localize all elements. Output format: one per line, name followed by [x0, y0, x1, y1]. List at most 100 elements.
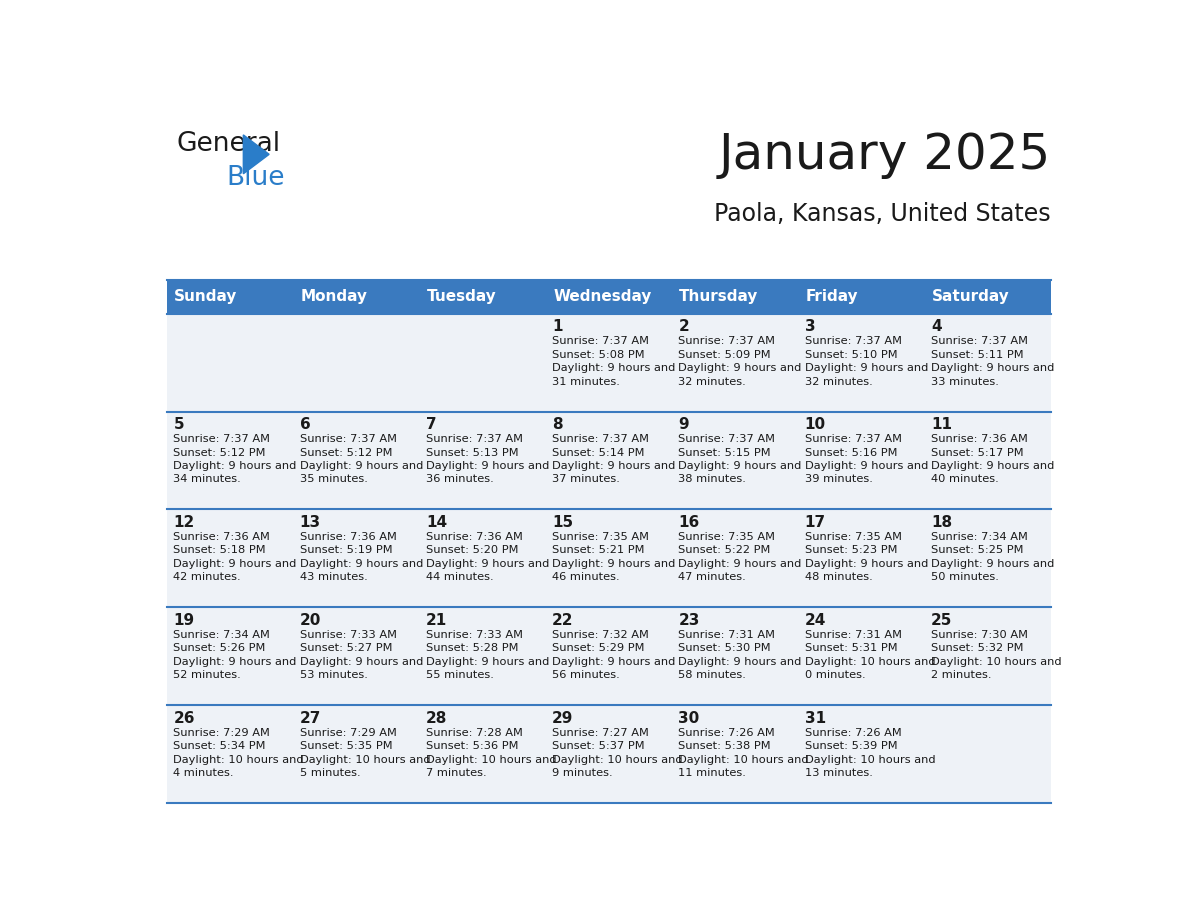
FancyBboxPatch shape: [672, 607, 798, 705]
FancyBboxPatch shape: [293, 705, 419, 803]
Text: Daylight: 10 hours and: Daylight: 10 hours and: [425, 755, 556, 765]
Text: 20: 20: [299, 613, 321, 628]
Text: 4 minutes.: 4 minutes.: [173, 768, 234, 778]
Text: Daylight: 9 hours and: Daylight: 9 hours and: [678, 656, 802, 666]
Text: 11 minutes.: 11 minutes.: [678, 768, 746, 778]
Text: Sunset: 5:14 PM: Sunset: 5:14 PM: [552, 448, 645, 457]
Text: 32 minutes.: 32 minutes.: [678, 376, 746, 386]
Text: Daylight: 9 hours and: Daylight: 9 hours and: [425, 656, 549, 666]
FancyBboxPatch shape: [672, 705, 798, 803]
Text: 47 minutes.: 47 minutes.: [678, 572, 746, 582]
FancyBboxPatch shape: [166, 411, 293, 509]
Text: Sunset: 5:29 PM: Sunset: 5:29 PM: [552, 644, 645, 654]
Text: Blue: Blue: [227, 165, 285, 191]
Text: 48 minutes.: 48 minutes.: [804, 572, 872, 582]
FancyBboxPatch shape: [545, 314, 672, 411]
Text: Sunset: 5:30 PM: Sunset: 5:30 PM: [678, 644, 771, 654]
Text: 3: 3: [804, 319, 815, 334]
Text: Sunrise: 7:36 AM: Sunrise: 7:36 AM: [173, 532, 270, 542]
Text: Sunrise: 7:26 AM: Sunrise: 7:26 AM: [804, 728, 902, 738]
FancyBboxPatch shape: [924, 705, 1051, 803]
FancyBboxPatch shape: [672, 411, 798, 509]
Text: Sunset: 5:16 PM: Sunset: 5:16 PM: [804, 448, 897, 457]
Text: 53 minutes.: 53 minutes.: [299, 670, 367, 680]
Text: 18: 18: [931, 515, 952, 530]
Text: Sunrise: 7:35 AM: Sunrise: 7:35 AM: [678, 532, 776, 542]
Text: Sunrise: 7:28 AM: Sunrise: 7:28 AM: [425, 728, 523, 738]
Text: 34 minutes.: 34 minutes.: [173, 475, 241, 485]
Text: Daylight: 10 hours and: Daylight: 10 hours and: [299, 755, 430, 765]
Text: Daylight: 9 hours and: Daylight: 9 hours and: [804, 461, 928, 471]
Text: 30: 30: [678, 711, 700, 726]
Text: Sunrise: 7:29 AM: Sunrise: 7:29 AM: [299, 728, 397, 738]
Text: Daylight: 9 hours and: Daylight: 9 hours and: [173, 559, 297, 569]
Text: Daylight: 9 hours and: Daylight: 9 hours and: [804, 559, 928, 569]
Text: Daylight: 9 hours and: Daylight: 9 hours and: [552, 656, 676, 666]
FancyBboxPatch shape: [293, 314, 419, 411]
Text: Daylight: 9 hours and: Daylight: 9 hours and: [425, 461, 549, 471]
FancyBboxPatch shape: [924, 607, 1051, 705]
Text: Sunrise: 7:34 AM: Sunrise: 7:34 AM: [173, 630, 270, 640]
Text: 44 minutes.: 44 minutes.: [425, 572, 493, 582]
Text: Daylight: 9 hours and: Daylight: 9 hours and: [931, 461, 1054, 471]
Text: Daylight: 9 hours and: Daylight: 9 hours and: [931, 364, 1054, 374]
Text: 16: 16: [678, 515, 700, 530]
Text: Daylight: 9 hours and: Daylight: 9 hours and: [552, 461, 676, 471]
Text: Tuesday: Tuesday: [426, 289, 497, 304]
Text: Sunset: 5:17 PM: Sunset: 5:17 PM: [931, 448, 1024, 457]
Text: Sunrise: 7:37 AM: Sunrise: 7:37 AM: [552, 336, 649, 346]
FancyBboxPatch shape: [419, 411, 545, 509]
Text: Daylight: 9 hours and: Daylight: 9 hours and: [678, 559, 802, 569]
Text: 4: 4: [931, 319, 942, 334]
Text: 2: 2: [678, 319, 689, 334]
Text: 9 minutes.: 9 minutes.: [552, 768, 613, 778]
Text: Sunrise: 7:36 AM: Sunrise: 7:36 AM: [931, 434, 1028, 444]
Text: 14: 14: [425, 515, 447, 530]
Text: Sunrise: 7:37 AM: Sunrise: 7:37 AM: [804, 434, 902, 444]
FancyBboxPatch shape: [419, 314, 545, 411]
Text: Sunrise: 7:37 AM: Sunrise: 7:37 AM: [804, 336, 902, 346]
Text: Sunset: 5:08 PM: Sunset: 5:08 PM: [552, 350, 645, 360]
FancyBboxPatch shape: [293, 280, 419, 314]
Text: Sunrise: 7:37 AM: Sunrise: 7:37 AM: [678, 336, 776, 346]
FancyBboxPatch shape: [166, 607, 293, 705]
FancyBboxPatch shape: [166, 705, 293, 803]
Text: Sunrise: 7:37 AM: Sunrise: 7:37 AM: [425, 434, 523, 444]
Text: Sunset: 5:38 PM: Sunset: 5:38 PM: [678, 741, 771, 751]
Text: Sunrise: 7:37 AM: Sunrise: 7:37 AM: [173, 434, 271, 444]
Text: 8: 8: [552, 417, 563, 432]
Text: Daylight: 10 hours and: Daylight: 10 hours and: [804, 755, 935, 765]
Text: Sunrise: 7:33 AM: Sunrise: 7:33 AM: [425, 630, 523, 640]
Text: 33 minutes.: 33 minutes.: [931, 376, 999, 386]
Text: 5 minutes.: 5 minutes.: [299, 768, 360, 778]
FancyBboxPatch shape: [798, 314, 924, 411]
Text: Sunset: 5:12 PM: Sunset: 5:12 PM: [299, 448, 392, 457]
Text: 17: 17: [804, 515, 826, 530]
Text: 38 minutes.: 38 minutes.: [678, 475, 746, 485]
Text: 5: 5: [173, 417, 184, 432]
Text: Paola, Kansas, United States: Paola, Kansas, United States: [714, 202, 1051, 226]
Text: 7: 7: [425, 417, 436, 432]
FancyBboxPatch shape: [419, 509, 545, 607]
Text: Daylight: 9 hours and: Daylight: 9 hours and: [804, 364, 928, 374]
Text: General: General: [176, 131, 280, 157]
FancyBboxPatch shape: [545, 411, 672, 509]
FancyBboxPatch shape: [293, 411, 419, 509]
Text: 9: 9: [678, 417, 689, 432]
Text: Sunrise: 7:30 AM: Sunrise: 7:30 AM: [931, 630, 1028, 640]
Text: Sunset: 5:12 PM: Sunset: 5:12 PM: [173, 448, 266, 457]
FancyBboxPatch shape: [924, 411, 1051, 509]
Text: Sunrise: 7:37 AM: Sunrise: 7:37 AM: [552, 434, 649, 444]
Text: Sunset: 5:31 PM: Sunset: 5:31 PM: [804, 644, 897, 654]
Text: Daylight: 9 hours and: Daylight: 9 hours and: [173, 656, 297, 666]
Text: 24: 24: [804, 613, 826, 628]
Text: Sunrise: 7:33 AM: Sunrise: 7:33 AM: [299, 630, 397, 640]
Text: Sunrise: 7:36 AM: Sunrise: 7:36 AM: [299, 532, 397, 542]
Polygon shape: [244, 135, 270, 174]
Text: 6: 6: [299, 417, 310, 432]
Text: Sunrise: 7:31 AM: Sunrise: 7:31 AM: [678, 630, 776, 640]
Text: 13: 13: [299, 515, 321, 530]
Text: Wednesday: Wednesday: [554, 289, 651, 304]
Text: 19: 19: [173, 613, 195, 628]
Text: Sunday: Sunday: [175, 289, 238, 304]
